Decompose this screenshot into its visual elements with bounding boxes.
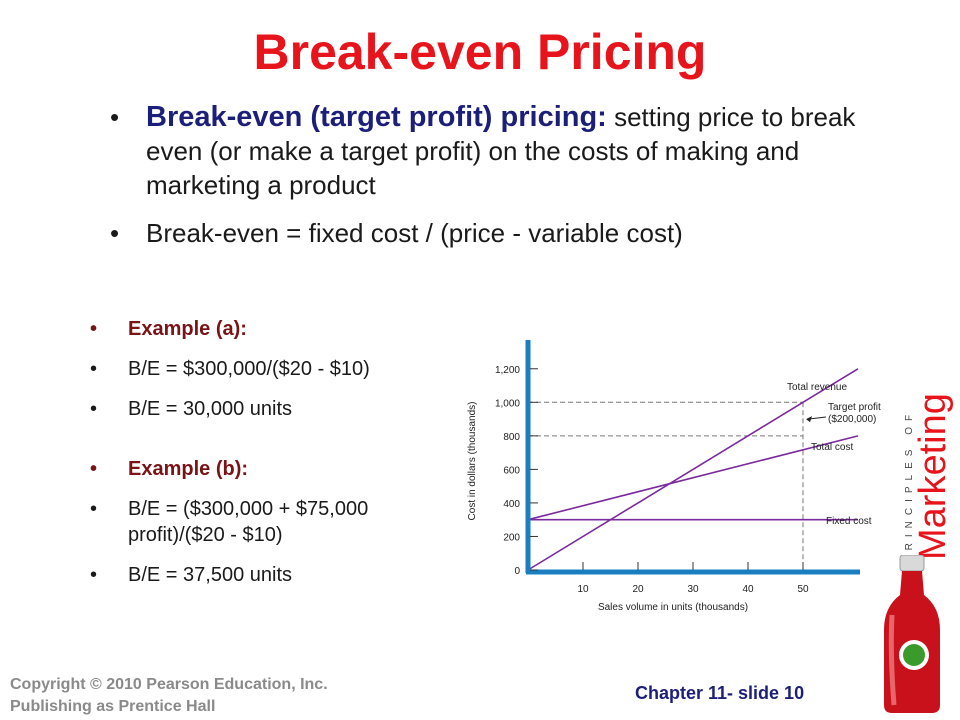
slide-title: Break-even Pricing [253, 24, 707, 80]
principles-of-marketing-logo: PRINCIPLES OF Marketing [904, 393, 954, 563]
example-line: B/E = ($300,000 + $75,000 profit)/($20 -… [128, 498, 369, 546]
example-line: B/E = $300,000/($20 - $10) [128, 358, 370, 380]
series-label: Total cost [811, 442, 853, 453]
y-tick-label: 0 [514, 566, 520, 577]
y-tick-label: 200 [503, 532, 520, 543]
logo-small-text: PRINCIPLES OF [904, 409, 915, 563]
example-line: B/E = 30,000 units [128, 398, 293, 420]
series-line [527, 368, 859, 571]
y-tick-label: 1,000 [495, 398, 520, 409]
bullet-dot: • [110, 102, 120, 132]
y-tick-label: 1,200 [495, 365, 520, 376]
series-label: Total revenue [787, 382, 847, 393]
example-bullets: • Example (a): • B/E = $300,000/($20 - $10… [88, 316, 468, 602]
formula-text: Break-even = fixed cost / (price - varia… [146, 218, 683, 248]
copyright-footer: Copyright © 2010 Pearson Education, Inc.… [10, 674, 328, 718]
logo-large-text: Marketing [912, 393, 954, 560]
bullet-definition: • Break-even (target profit) pricing: se… [110, 100, 870, 202]
x-axis-label: Sales volume in units (thousands) [598, 602, 748, 613]
example-a-result: • B/E = 30,000 units [88, 396, 468, 422]
bullet-dot: • [90, 498, 98, 520]
bullet-dot: • [90, 458, 98, 480]
annotation-arrowhead [806, 416, 812, 423]
example-b-heading: • Example (b): [88, 456, 468, 482]
example-a-formula: • B/E = $300,000/($20 - $10) [88, 356, 468, 382]
y-tick-label: 400 [503, 499, 520, 510]
main-bullets: • Break-even (target profit) pricing: se… [110, 100, 870, 250]
slide-number: Chapter 11- slide 10 [635, 683, 805, 703]
bullet-dot: • [90, 564, 98, 586]
bullet-dot: • [90, 398, 98, 420]
series-label: Fixed cost [826, 516, 872, 527]
juice-bottle-image [884, 555, 940, 713]
bullet-dot: • [110, 218, 120, 248]
x-tick-label: 10 [577, 584, 589, 595]
definition-text: setting price to break even (or make a t… [146, 102, 856, 200]
bullet-dot: • [90, 358, 98, 380]
example-a-heading: • Example (a): [88, 316, 468, 342]
x-tick-label: 40 [742, 584, 754, 595]
copyright-line: Copyright © 2010 Pearson Education, Inc. [10, 676, 328, 693]
example-line: Example (a): [128, 318, 247, 340]
example-b-formula: • B/E = ($300,000 + $75,000 profit)/($20 … [88, 496, 468, 548]
annotation-label: ($200,000) [828, 414, 876, 425]
annotation-label: Target profit [828, 402, 881, 413]
definition-term: Break-even (target profit) pricing: [146, 101, 607, 133]
break-even-chart: 0 200 400 600 800 1,000 1,200 10 20 30 40 50 Sales v… [467, 340, 881, 613]
x-tick-label: 30 [687, 584, 699, 595]
bullet-dot: • [90, 318, 98, 340]
example-line: Example (b): [128, 458, 249, 480]
y-tick-label: 600 [503, 465, 520, 476]
y-axis-label: Cost in dollars (thousands) [467, 402, 478, 521]
example-line: B/E = 37,500 units [128, 564, 293, 586]
example-b-result: • B/E = 37,500 units [88, 562, 468, 588]
bullet-formula: • Break-even = fixed cost / (price - var… [110, 216, 870, 250]
x-tick-label: 20 [632, 584, 644, 595]
publisher-line: Publishing as Prentice Hall [10, 698, 216, 715]
series-line [527, 435, 859, 521]
x-tick-label: 50 [797, 584, 809, 595]
y-tick-label: 800 [503, 432, 520, 443]
